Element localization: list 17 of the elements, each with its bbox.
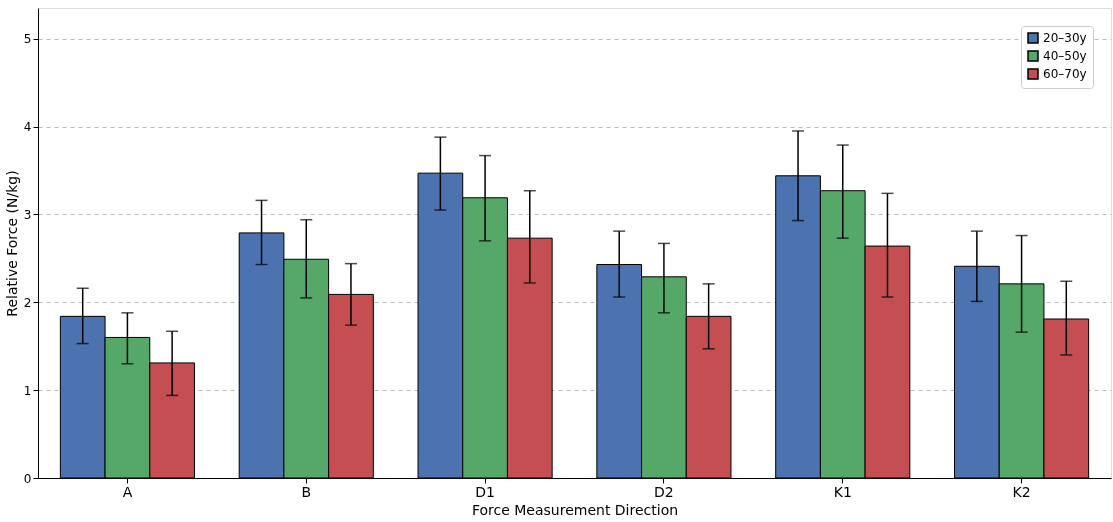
x-tick-label: D2	[654, 483, 674, 500]
legend-label: 60–70y	[1043, 67, 1087, 81]
y-tick-label: 1	[23, 383, 32, 398]
x-tick-label: A	[122, 483, 133, 500]
x-axis-title: Force Measurement Direction	[471, 501, 679, 518]
y-tick-label: 4	[23, 120, 32, 135]
x-tick-label: K1	[833, 483, 852, 500]
legend-label: 40–50y	[1043, 49, 1087, 63]
x-tick-label: B	[301, 483, 312, 500]
y-tick-label: 3	[23, 207, 32, 222]
x-tick-label: D1	[475, 483, 495, 500]
legend-label: 20–30y	[1043, 31, 1087, 45]
y-tick-label: 0	[23, 471, 32, 486]
y-tick-label: 5	[23, 32, 32, 47]
y-tick-label: 2	[23, 295, 32, 310]
y-axis-title: Relative Force (N/kg)	[3, 170, 20, 317]
x-tick-label: K2	[1012, 483, 1031, 500]
